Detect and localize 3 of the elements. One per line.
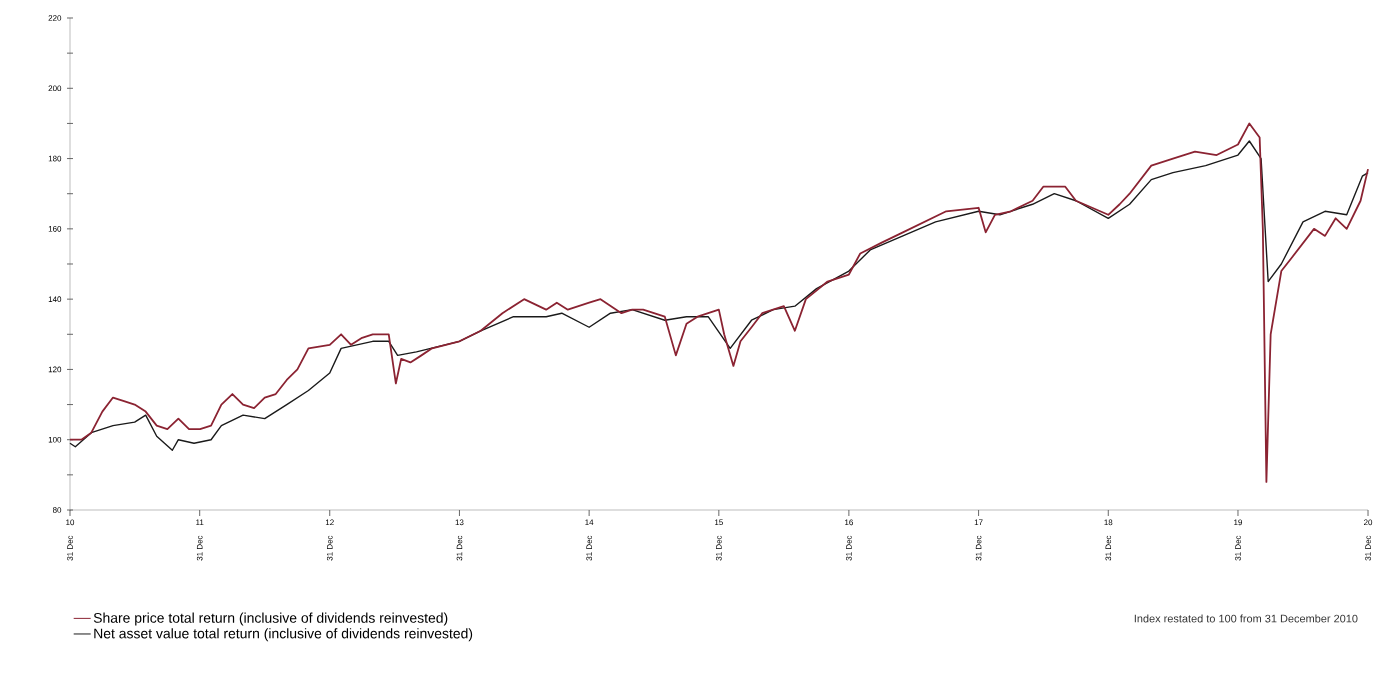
text: Index restated to 100 from 31 December 2010 [1134,614,1358,623]
legend-label: Net asset value total return (inclusive of dividends reinvested) [94,628,473,642]
legend-label: Share price total return (inclusive of dividends reinvested) [93,612,448,626]
